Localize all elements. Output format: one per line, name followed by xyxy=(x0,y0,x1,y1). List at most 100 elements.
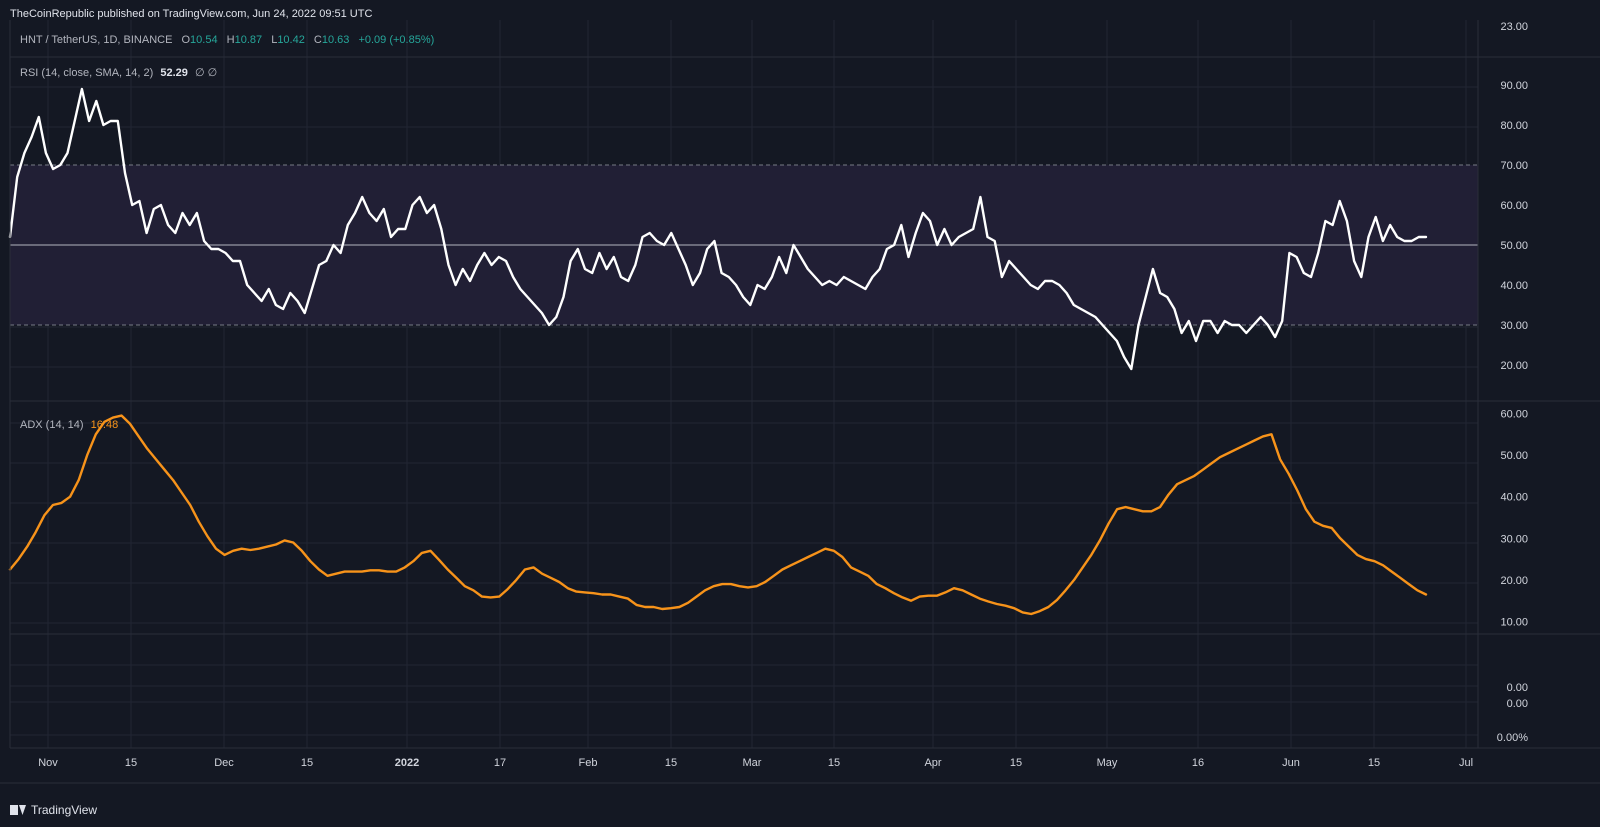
adx-y-tick-label: 10.00 xyxy=(1500,617,1528,629)
rsi-point xyxy=(843,276,845,278)
rsi-point xyxy=(505,260,507,262)
adx-point xyxy=(601,593,603,596)
rsi-point xyxy=(907,256,910,258)
adx-point xyxy=(747,586,749,589)
rsi-point xyxy=(950,244,953,246)
rsi-point xyxy=(483,252,486,254)
rsi-point xyxy=(1029,284,1032,286)
adx-point xyxy=(1210,462,1213,465)
x-axis-tick-label: 17 xyxy=(494,757,506,769)
adx-point xyxy=(498,595,501,598)
adx-y-tick-label: 50.00 xyxy=(1500,450,1528,462)
adx-point xyxy=(721,583,724,585)
rsi-point xyxy=(1058,284,1061,286)
rsi-point xyxy=(713,240,716,242)
adx-point xyxy=(927,594,930,597)
rsi-point xyxy=(958,236,960,238)
adx-point xyxy=(1047,606,1050,608)
adx-point xyxy=(1236,448,1238,450)
rsi-point xyxy=(1346,220,1348,222)
adx-point xyxy=(472,589,475,592)
adx-legend-label: ADX (14, 14) xyxy=(20,419,84,431)
rsi-point xyxy=(929,220,931,222)
x-axis-tick-label: Feb xyxy=(579,757,598,769)
rsi-point xyxy=(1001,276,1003,278)
rsi-point xyxy=(1137,324,1140,326)
rsi-point xyxy=(821,284,823,286)
adx-point xyxy=(52,504,54,506)
rsi-point xyxy=(418,196,421,198)
rsi-point xyxy=(1267,324,1269,326)
rsi-point xyxy=(533,304,536,306)
rsi-point xyxy=(138,200,141,202)
adx-point xyxy=(901,596,904,599)
rsi-point xyxy=(1015,268,1018,270)
x-axis-tick-label: Dec xyxy=(214,757,234,769)
rsi-point xyxy=(1295,256,1298,258)
adx-point xyxy=(515,579,518,581)
adx-point xyxy=(223,554,226,556)
rsi-point xyxy=(1360,276,1363,278)
adx-legend[interactable]: ADX (14, 14) 16.48 xyxy=(20,419,118,431)
adx-point xyxy=(1064,589,1067,592)
rsi-point xyxy=(303,312,306,314)
rsi-point xyxy=(900,224,903,226)
rsi-point xyxy=(613,256,615,258)
rsi-point xyxy=(174,232,177,234)
adx-point xyxy=(1073,579,1075,581)
price-axis-label: 23.00 xyxy=(1500,21,1528,33)
adx-point xyxy=(790,564,792,567)
adx-point xyxy=(198,520,200,523)
adx-point xyxy=(704,589,706,592)
adx-point xyxy=(1279,458,1281,461)
rsi-point xyxy=(454,284,457,286)
rsi-point xyxy=(102,124,105,126)
rsi-legend[interactable]: RSI (14, close, SMA, 14, 2) 52.29 ∅ ∅ xyxy=(20,66,217,79)
x-axis-labels[interactable]: Nov 15 Dec 15 2022 17 Feb 15 Mar 15 Apr 15 May 16 Jun 1… xyxy=(38,757,1473,769)
rsi-point xyxy=(1116,340,1118,342)
adx-point xyxy=(918,595,921,598)
rsi-point xyxy=(153,208,155,210)
x-axis-tick-label: May xyxy=(1097,757,1118,769)
adx-point xyxy=(1365,558,1367,560)
rsi-point xyxy=(828,280,831,282)
rsi-point xyxy=(1231,324,1233,326)
rsi-point xyxy=(986,236,989,238)
rsi-point xyxy=(1331,224,1334,226)
rsi-legend-extra: ∅ ∅ xyxy=(194,67,218,79)
rsi-point xyxy=(555,316,558,318)
rsi-series xyxy=(8,87,1428,371)
rsi-point xyxy=(289,292,292,294)
symbol-ohlc-line: HNT / TetherUS, 1D, BINANCE O10.54 H10.8… xyxy=(20,34,434,46)
adx-point xyxy=(1124,506,1127,508)
adx-point xyxy=(532,566,535,569)
rsi-point xyxy=(1159,292,1161,294)
adx-point xyxy=(412,560,415,562)
adx-point xyxy=(953,587,955,589)
adx-point xyxy=(1408,583,1410,585)
rsi-point xyxy=(196,212,198,214)
tradingview-footer[interactable]: TradingView xyxy=(10,803,97,817)
adx-point xyxy=(661,608,663,610)
rsi-point xyxy=(124,172,126,174)
rsi-point xyxy=(59,164,62,166)
rsi-point xyxy=(1367,236,1370,238)
adx-point xyxy=(292,541,295,544)
x-axis-tick-label: Mar xyxy=(743,757,762,769)
symbol-label[interactable]: HNT / TetherUS, 1D, BINANCE xyxy=(20,34,173,46)
adx-point xyxy=(464,585,466,587)
rsi-point xyxy=(498,256,500,258)
rsi-point xyxy=(1317,252,1319,254)
rsi-point xyxy=(1216,332,1219,334)
rsi-point xyxy=(850,280,852,282)
rsi-point xyxy=(246,284,248,286)
rsi-point xyxy=(577,248,579,250)
rsi-legend-label: RSI (14, close, SMA, 14, 2) xyxy=(20,67,154,79)
published-line: TheCoinRepublic published on TradingView… xyxy=(10,8,373,20)
adx-point xyxy=(961,589,964,592)
adx-point xyxy=(266,545,269,548)
x-axis-tick-label: 2022 xyxy=(395,757,419,769)
x-axis-tick-label: 15 xyxy=(301,757,313,769)
rsi-point xyxy=(1245,332,1248,334)
x-axis-tick-label: 15 xyxy=(828,757,840,769)
